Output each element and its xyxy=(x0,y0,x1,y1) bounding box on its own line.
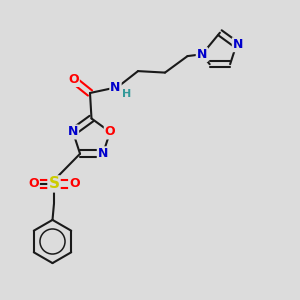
Text: O: O xyxy=(28,177,39,190)
Text: N: N xyxy=(110,81,121,94)
Text: O: O xyxy=(105,125,116,139)
Text: N: N xyxy=(98,147,108,160)
Text: H: H xyxy=(122,89,131,99)
Text: N: N xyxy=(197,48,207,61)
Text: S: S xyxy=(49,176,59,191)
Text: O: O xyxy=(69,177,80,190)
Text: O: O xyxy=(68,73,79,86)
Text: N: N xyxy=(233,38,243,51)
Text: N: N xyxy=(68,125,78,139)
